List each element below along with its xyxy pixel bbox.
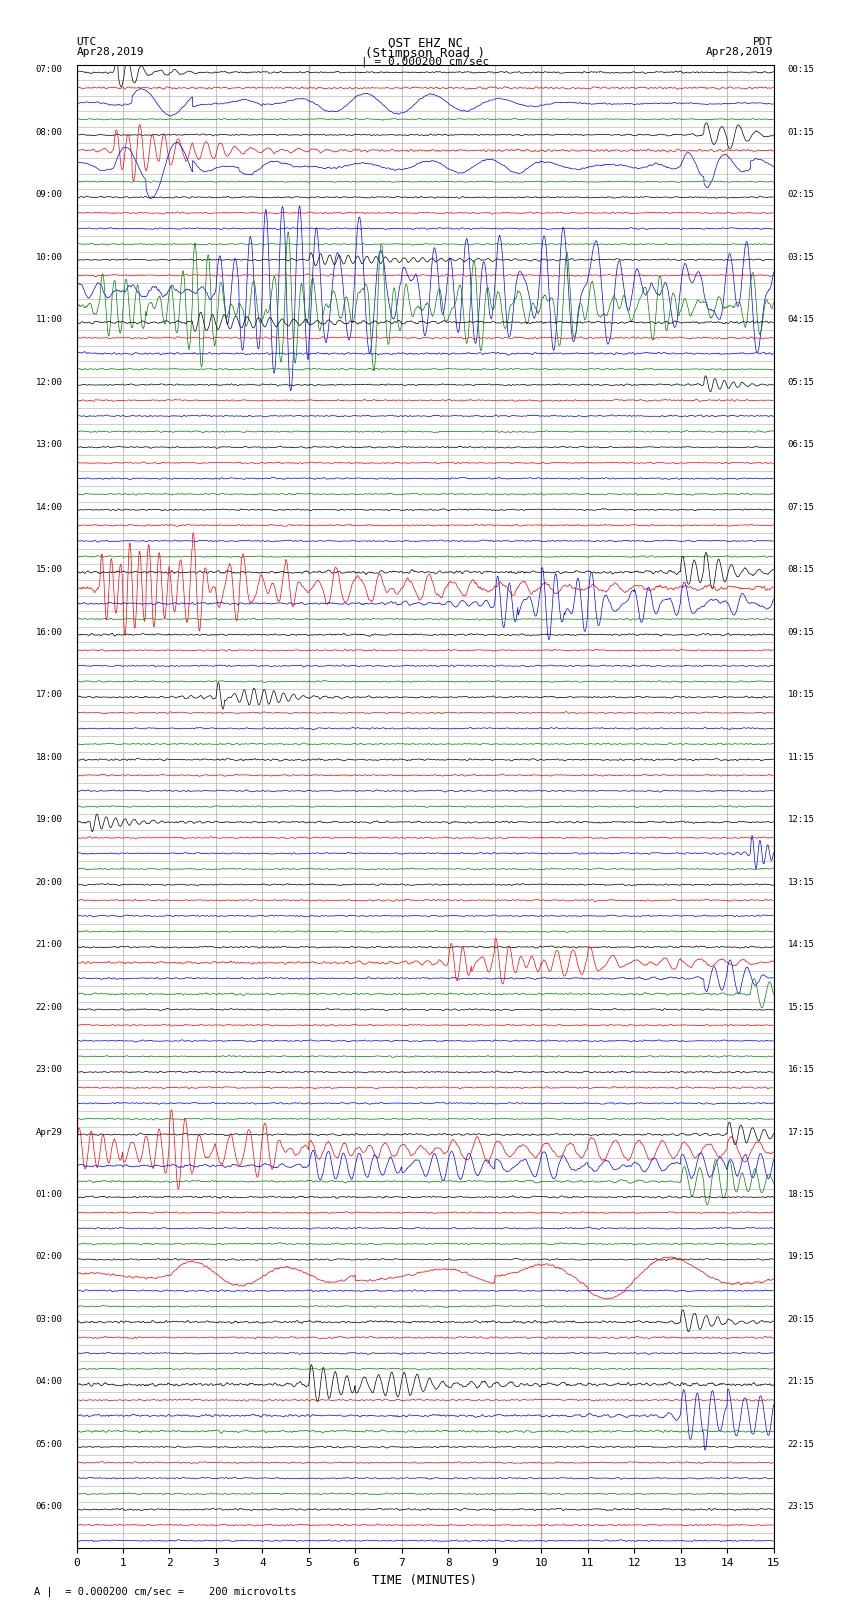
Text: 10:00: 10:00 <box>36 253 63 261</box>
Text: 13:00: 13:00 <box>36 440 63 448</box>
Text: Apr29: Apr29 <box>36 1127 63 1137</box>
Text: 05:15: 05:15 <box>787 377 814 387</box>
Text: 01:00: 01:00 <box>36 1190 63 1198</box>
Text: 05:00: 05:00 <box>36 1440 63 1448</box>
Text: 16:00: 16:00 <box>36 627 63 637</box>
Text: (Stimpson Road ): (Stimpson Road ) <box>365 47 485 60</box>
Text: 14:00: 14:00 <box>36 503 63 511</box>
Text: 23:00: 23:00 <box>36 1065 63 1074</box>
Text: 16:15: 16:15 <box>787 1065 814 1074</box>
Text: 18:00: 18:00 <box>36 753 63 761</box>
Text: 07:15: 07:15 <box>787 503 814 511</box>
Text: 19:15: 19:15 <box>787 1252 814 1261</box>
Text: 03:15: 03:15 <box>787 253 814 261</box>
Text: 20:00: 20:00 <box>36 877 63 887</box>
Text: Apr28,2019: Apr28,2019 <box>706 47 774 56</box>
Text: 11:15: 11:15 <box>787 753 814 761</box>
Text: 17:00: 17:00 <box>36 690 63 698</box>
Text: UTC: UTC <box>76 37 97 47</box>
Text: 14:15: 14:15 <box>787 940 814 948</box>
Text: 08:00: 08:00 <box>36 127 63 137</box>
Text: Apr28,2019: Apr28,2019 <box>76 47 144 56</box>
Text: 15:00: 15:00 <box>36 565 63 574</box>
Text: PDT: PDT <box>753 37 774 47</box>
Text: 18:15: 18:15 <box>787 1190 814 1198</box>
Text: 04:00: 04:00 <box>36 1378 63 1387</box>
Text: 22:00: 22:00 <box>36 1003 63 1011</box>
Text: | = 0.000200 cm/sec: | = 0.000200 cm/sec <box>361 56 489 68</box>
Text: 22:15: 22:15 <box>787 1440 814 1448</box>
X-axis label: TIME (MINUTES): TIME (MINUTES) <box>372 1574 478 1587</box>
Text: 09:00: 09:00 <box>36 190 63 200</box>
Text: A |  = 0.000200 cm/sec =    200 microvolts: A | = 0.000200 cm/sec = 200 microvolts <box>34 1586 297 1597</box>
Text: 15:15: 15:15 <box>787 1003 814 1011</box>
Text: 07:00: 07:00 <box>36 65 63 74</box>
Text: 03:00: 03:00 <box>36 1315 63 1324</box>
Text: 13:15: 13:15 <box>787 877 814 887</box>
Text: 08:15: 08:15 <box>787 565 814 574</box>
Text: 17:15: 17:15 <box>787 1127 814 1137</box>
Text: 04:15: 04:15 <box>787 315 814 324</box>
Text: 10:15: 10:15 <box>787 690 814 698</box>
Text: 06:15: 06:15 <box>787 440 814 448</box>
Text: 21:00: 21:00 <box>36 940 63 948</box>
Text: 23:15: 23:15 <box>787 1502 814 1511</box>
Text: 21:15: 21:15 <box>787 1378 814 1387</box>
Text: 01:15: 01:15 <box>787 127 814 137</box>
Text: 06:00: 06:00 <box>36 1502 63 1511</box>
Text: OST EHZ NC: OST EHZ NC <box>388 37 462 50</box>
Text: 12:00: 12:00 <box>36 377 63 387</box>
Text: 20:15: 20:15 <box>787 1315 814 1324</box>
Text: 02:15: 02:15 <box>787 190 814 200</box>
Text: 00:15: 00:15 <box>787 65 814 74</box>
Text: 19:00: 19:00 <box>36 815 63 824</box>
Text: 12:15: 12:15 <box>787 815 814 824</box>
Text: 09:15: 09:15 <box>787 627 814 637</box>
Text: 11:00: 11:00 <box>36 315 63 324</box>
Text: 02:00: 02:00 <box>36 1252 63 1261</box>
